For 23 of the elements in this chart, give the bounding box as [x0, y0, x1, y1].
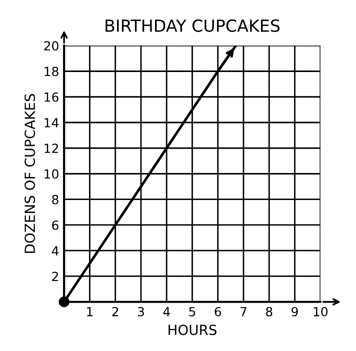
y-tick-label: 14	[44, 118, 59, 128]
y-tick-label: 4	[52, 246, 59, 256]
x-tick-label: 3	[138, 306, 144, 316]
x-tick-label: 1	[87, 307, 93, 316]
y-tick-label: 12	[44, 144, 58, 153]
y-tick-label: 10	[44, 169, 58, 179]
y-tick-label: 18	[44, 66, 58, 76]
y-tick-label: 6	[52, 220, 58, 230]
y-tick-label: 8	[52, 194, 58, 204]
x-axis-title: HOURS	[168, 324, 216, 336]
x-tick-label: 10	[314, 306, 328, 316]
x-tick-label: 7	[240, 307, 246, 316]
x-tick-label: 4	[163, 307, 170, 316]
y-tick-label: 20	[44, 41, 58, 51]
y-axis-title: DOZENS OF CUPCAKES	[24, 94, 36, 253]
x-tick-label: 2	[112, 306, 118, 316]
y-tick-label: 2	[52, 272, 58, 281]
x-tick-label: 6	[214, 306, 222, 316]
y-tick-label: 16	[44, 92, 58, 102]
x-tick-label: 9	[292, 306, 298, 316]
chart-title: BIRTHDAY CUPCAKES	[106, 19, 280, 32]
x-tick-label: 5	[189, 307, 196, 316]
x-tick-label: 8	[266, 306, 272, 316]
